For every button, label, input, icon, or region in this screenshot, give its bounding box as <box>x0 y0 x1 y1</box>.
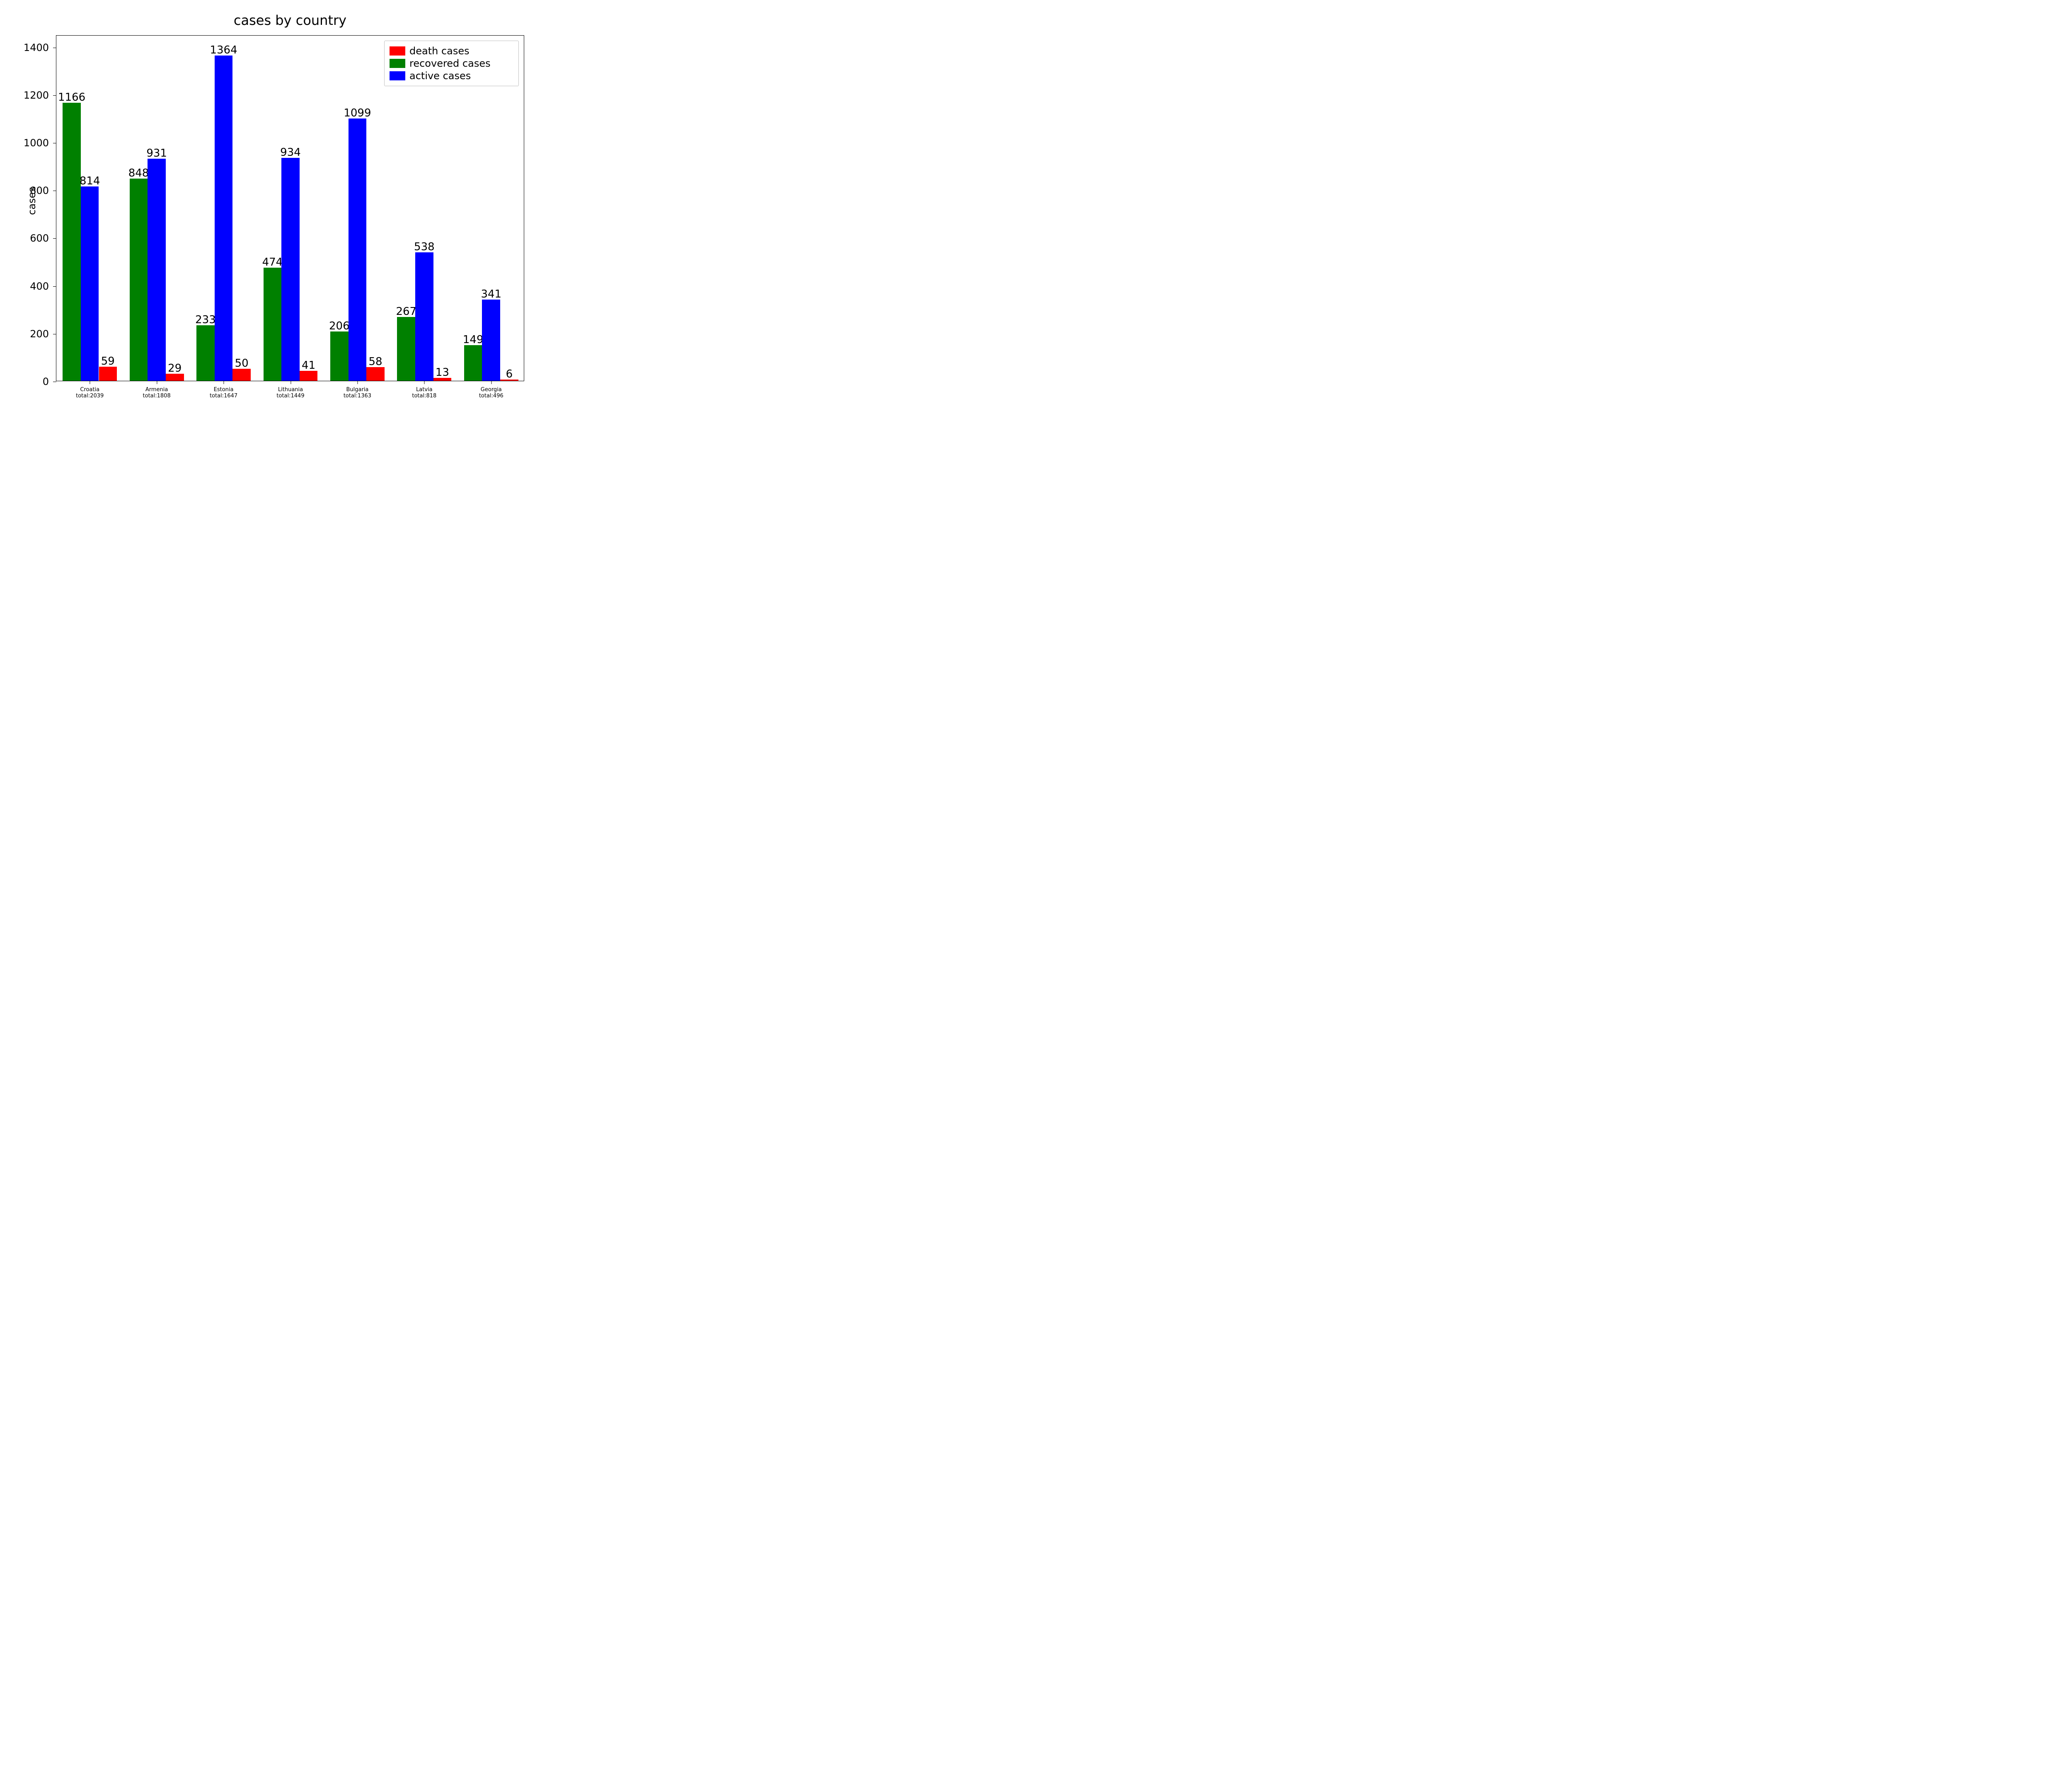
bar-value-label: 1364 <box>210 44 237 56</box>
bar-value-label: 149 <box>463 334 484 346</box>
bar-death <box>366 367 385 381</box>
bar-value-label: 6 <box>506 368 513 380</box>
y-tick-label: 0 <box>43 376 56 387</box>
legend-swatch <box>390 59 405 68</box>
bar-value-label: 538 <box>414 241 435 253</box>
bar-value-label: 474 <box>262 256 283 268</box>
bar-value-label: 931 <box>146 147 167 160</box>
x-tick-label: Estoniatotal:1647 <box>210 381 237 399</box>
bar-recovered <box>196 325 215 381</box>
bar-active <box>415 252 433 381</box>
bar-value-label: 267 <box>396 305 416 318</box>
bar-recovered <box>330 331 349 381</box>
plot-area: cases by country cases death casesrecove… <box>56 35 524 381</box>
bar-value-label: 934 <box>280 146 301 159</box>
bar-value-label: 41 <box>302 359 315 372</box>
x-tick-label: Croatiatotal:2039 <box>76 381 104 399</box>
bar-value-label: 1099 <box>344 107 371 119</box>
x-tick-label: Latviatotal:818 <box>412 381 436 399</box>
bar-value-label: 341 <box>481 288 501 300</box>
y-tick-label: 1400 <box>24 42 56 53</box>
bar-value-label: 29 <box>168 362 182 375</box>
bar-active <box>482 300 500 381</box>
bar-value-label: 50 <box>235 357 249 370</box>
bar-death <box>300 371 318 381</box>
y-tick-label: 1200 <box>24 90 56 101</box>
bar-recovered <box>130 179 148 381</box>
bar-active <box>148 159 166 381</box>
y-tick-label: 600 <box>30 232 56 244</box>
bar-value-label: 814 <box>80 175 100 187</box>
bar-recovered <box>264 268 282 381</box>
legend-item-recovered: recovered cases <box>390 58 513 69</box>
bar-death <box>99 367 117 381</box>
bar-value-label: 13 <box>436 366 449 379</box>
bar-active <box>81 186 99 381</box>
legend-label: recovered cases <box>409 58 491 69</box>
x-tick-label: Armeniatotal:1808 <box>143 381 171 399</box>
y-tick-label: 800 <box>30 185 56 196</box>
legend-swatch <box>390 46 405 56</box>
bar-value-label: 58 <box>368 356 382 368</box>
bar-active <box>215 56 233 381</box>
y-tick-label: 400 <box>30 281 56 292</box>
bar-value-label: 848 <box>128 167 149 179</box>
y-tick-label: 200 <box>30 328 56 340</box>
bar-active <box>281 158 300 381</box>
y-tick-label: 1000 <box>24 137 56 149</box>
bar-death <box>232 369 251 381</box>
legend-label: active cases <box>409 70 471 82</box>
bar-value-label: 59 <box>101 355 115 368</box>
x-tick-label: Bulgariatotal:1363 <box>344 381 371 399</box>
bar-recovered <box>464 345 482 381</box>
x-tick-label: Georgiatotal:496 <box>479 381 503 399</box>
x-tick-label: Lithuaniatotal:1449 <box>276 381 304 399</box>
legend-swatch <box>390 71 405 80</box>
bar-recovered <box>397 317 415 381</box>
bar-active <box>349 119 367 381</box>
bar-death <box>166 374 184 381</box>
legend-item-active: active cases <box>390 70 513 82</box>
legend-label: death cases <box>409 45 470 57</box>
chart-title: cases by country <box>56 12 524 28</box>
bar-value-label: 1166 <box>58 91 85 104</box>
legend: death casesrecovered casesactive cases <box>384 41 519 86</box>
chart-container: cases by country cases death casesrecove… <box>0 0 597 448</box>
bar-value-label: 233 <box>195 314 216 326</box>
legend-item-death: death cases <box>390 45 513 57</box>
bar-recovered <box>63 103 81 381</box>
bar-value-label: 206 <box>329 320 350 332</box>
